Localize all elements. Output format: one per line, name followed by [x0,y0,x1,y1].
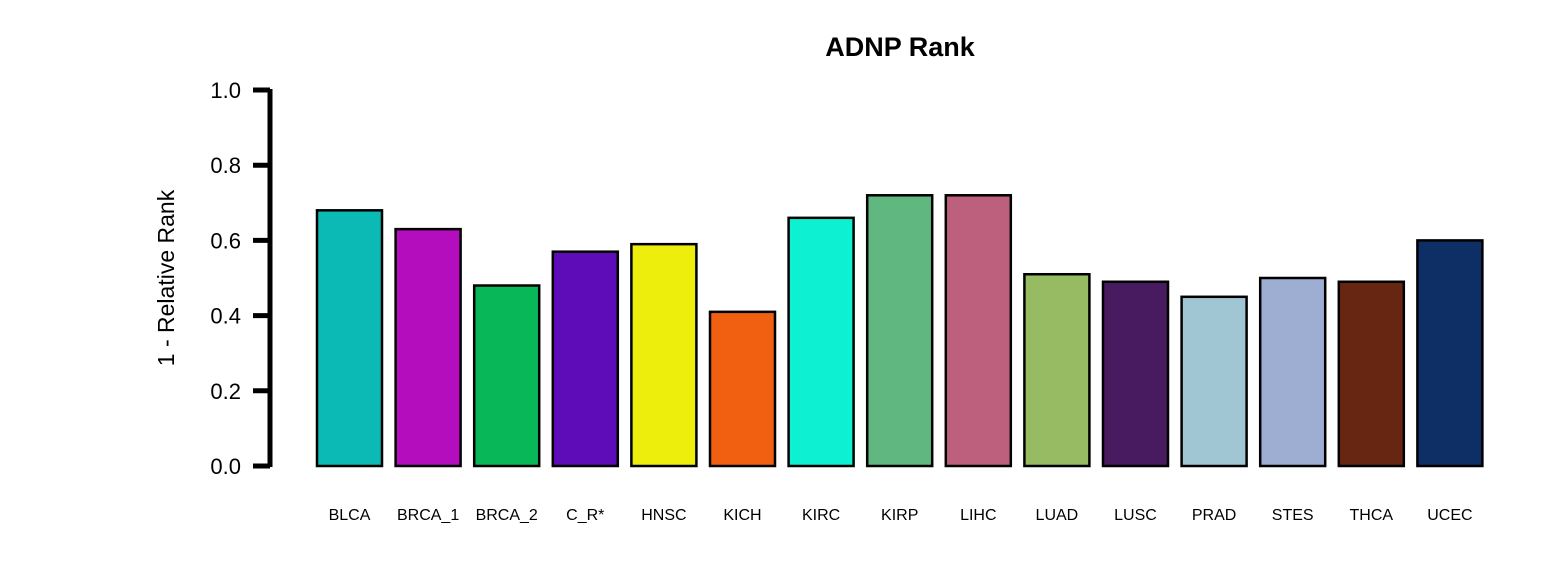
x-tick-label: STES [1272,507,1314,524]
x-tick-label: UCEC [1427,507,1472,524]
x-tick-label: BRCA_1 [397,507,459,524]
x-tick-label: THCA [1350,507,1394,524]
bar-hnsc [630,242,698,468]
y-tick-label: 0.8 [210,153,241,178]
y-tick-label: 1.0 [210,78,241,103]
x-tick-label: HNSC [641,507,686,524]
bar-thca [1337,280,1406,468]
y-tick-label: 0.6 [210,228,241,253]
bar-brca-1 [394,227,462,468]
bar-luad [1023,272,1091,468]
y-tick-label: 0.4 [210,304,241,329]
y-tick-label: 0.2 [210,379,241,404]
bar-kich [708,310,777,468]
x-tick-label: C_R* [566,507,604,524]
x-tick-label: BRCA_2 [476,507,538,524]
bar-kirp [865,194,934,468]
x-tick-label: KICH [723,507,761,524]
bar-brca-2 [472,284,541,468]
x-tick-label: LIHC [960,507,996,524]
bar-lihc [944,194,1013,468]
x-tick-label: KIRC [802,507,840,524]
bars-group [315,194,1484,468]
chart-title: ADNP Rank [825,32,976,62]
bar-kirc [787,216,855,468]
x-tick-label: LUSC [1114,507,1157,524]
bar-lusc [1101,280,1170,468]
y-tick-label: 0.0 [210,454,241,479]
x-axis-tick-labels: BLCA BRCA_1 BRCA_2 C_R* HNSC KICH KIRC KIRP LIHC… [329,507,1473,524]
bar-ucec [1416,239,1484,468]
y-axis-ticks: 0.0 0.2 0.4 0.6 0.8 1.0 [210,78,270,479]
bar-blca [315,209,384,468]
bar-prad [1180,295,1248,468]
bar-stes [1258,276,1327,468]
bar-c-r [551,250,620,468]
y-axis-label: 1 - Relative Rank [153,189,179,366]
x-tick-label: PRAD [1192,507,1236,524]
x-tick-label: BLCA [329,507,371,524]
x-tick-label: KIRP [881,507,918,524]
x-tick-label: LUAD [1036,507,1079,524]
